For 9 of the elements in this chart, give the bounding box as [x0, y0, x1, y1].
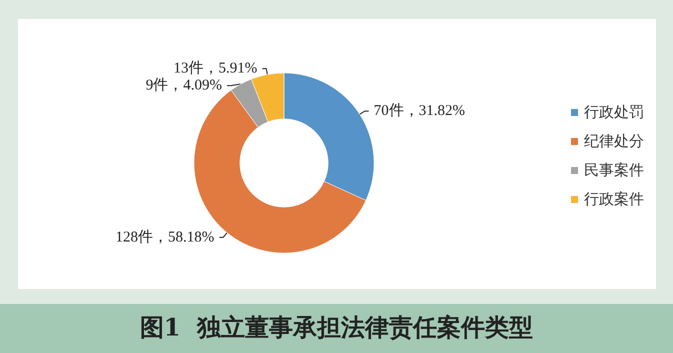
legend-label: 民事案件: [584, 162, 644, 179]
data-label: 128件，58.18%: [115, 229, 214, 246]
legend-label: 行政案件: [584, 191, 644, 208]
data-label: 9件，4.09%: [146, 78, 222, 94]
legend-label: 纪律处分: [584, 133, 644, 150]
data-label: 70件，31.82%: [374, 103, 466, 120]
text: 图1 独立董事承担法律责任案件类型: [140, 312, 534, 342]
legend-label: 行政处罚: [584, 104, 644, 121]
data-label: 13件，5.91%: [174, 60, 258, 77]
